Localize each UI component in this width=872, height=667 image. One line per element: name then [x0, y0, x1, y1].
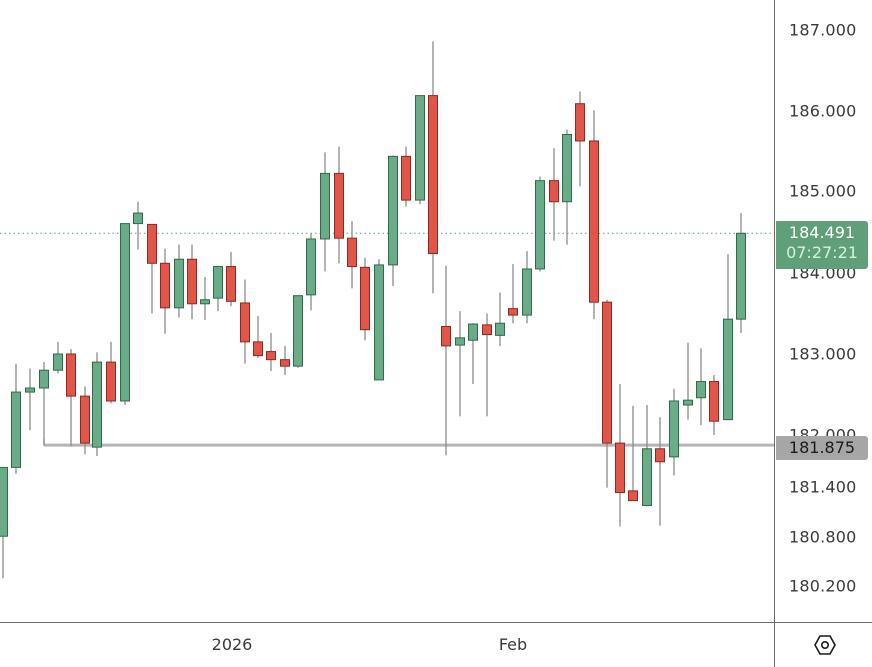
candle	[147, 223, 157, 314]
price-tick-label: 180.200	[789, 576, 857, 596]
candle	[535, 176, 545, 272]
candle	[334, 146, 344, 264]
candle	[266, 332, 276, 372]
candle	[120, 223, 130, 406]
price-tick-label: 180.800	[789, 527, 857, 547]
candle	[628, 405, 638, 502]
candle	[39, 362, 49, 446]
current-price-value: 184.491	[788, 223, 856, 242]
candle	[388, 155, 398, 286]
candle	[306, 233, 316, 311]
candle	[240, 279, 250, 364]
candle	[200, 277, 210, 320]
candle	[320, 152, 330, 272]
candle	[174, 244, 184, 318]
candle	[0, 466, 8, 579]
price-tick-label: 187.000	[789, 20, 857, 40]
price-axis[interactable]: 187.000 186.000 185.000 184.000 183.000 182.0…	[774, 0, 872, 622]
candle	[683, 342, 693, 420]
candle	[575, 91, 585, 187]
candle	[455, 311, 465, 417]
candle	[508, 264, 518, 324]
candle	[160, 248, 170, 334]
settings-hexagon-icon[interactable]	[814, 634, 836, 656]
candle	[415, 95, 425, 205]
candle	[615, 383, 625, 527]
candle	[226, 251, 236, 307]
candle	[696, 348, 706, 426]
candle	[293, 295, 303, 368]
plot-area[interactable]	[0, 0, 774, 622]
candle	[347, 221, 357, 289]
candle	[11, 363, 21, 474]
candle	[66, 349, 76, 447]
candle	[549, 148, 559, 241]
candle	[25, 368, 35, 431]
candle	[374, 259, 384, 381]
horizontal-line-drawing[interactable]	[43, 439, 774, 447]
candle	[213, 265, 223, 312]
candles-canvas	[0, 41, 774, 579]
candle	[602, 299, 612, 488]
candle	[80, 386, 90, 455]
candle	[401, 146, 411, 207]
candle	[53, 341, 63, 374]
candle	[92, 352, 102, 457]
price-tick-label: 186.000	[789, 101, 857, 121]
candle	[360, 257, 370, 341]
candle	[468, 323, 478, 384]
candle	[495, 292, 505, 346]
candle	[106, 341, 116, 404]
axis-corner	[774, 622, 872, 667]
horizontal-line-price-badge: 181.875	[776, 436, 868, 460]
candle	[280, 345, 290, 376]
time-label-feb: Feb	[498, 635, 528, 654]
candle	[428, 41, 438, 294]
time-axis[interactable]: 2026 Feb	[0, 622, 774, 667]
candle	[589, 110, 599, 320]
candle	[642, 405, 652, 507]
candle	[482, 313, 492, 417]
candle	[655, 417, 665, 526]
candle	[522, 251, 532, 324]
candle	[709, 375, 719, 435]
candle	[723, 254, 733, 421]
candle	[253, 315, 263, 359]
price-tick-label: 185.000	[789, 181, 857, 201]
candle	[736, 213, 746, 333]
candle	[441, 265, 451, 456]
current-price-badge: 184.491 07:27:21	[776, 221, 868, 269]
candle	[669, 388, 679, 476]
candle	[133, 201, 143, 250]
price-tick-label: 183.000	[789, 344, 857, 364]
candle	[562, 129, 572, 245]
time-label-2026: 2026	[211, 635, 253, 654]
price-tick-label: 181.400	[789, 477, 857, 497]
candle	[187, 244, 197, 320]
bar-countdown: 07:27:21	[786, 243, 858, 262]
